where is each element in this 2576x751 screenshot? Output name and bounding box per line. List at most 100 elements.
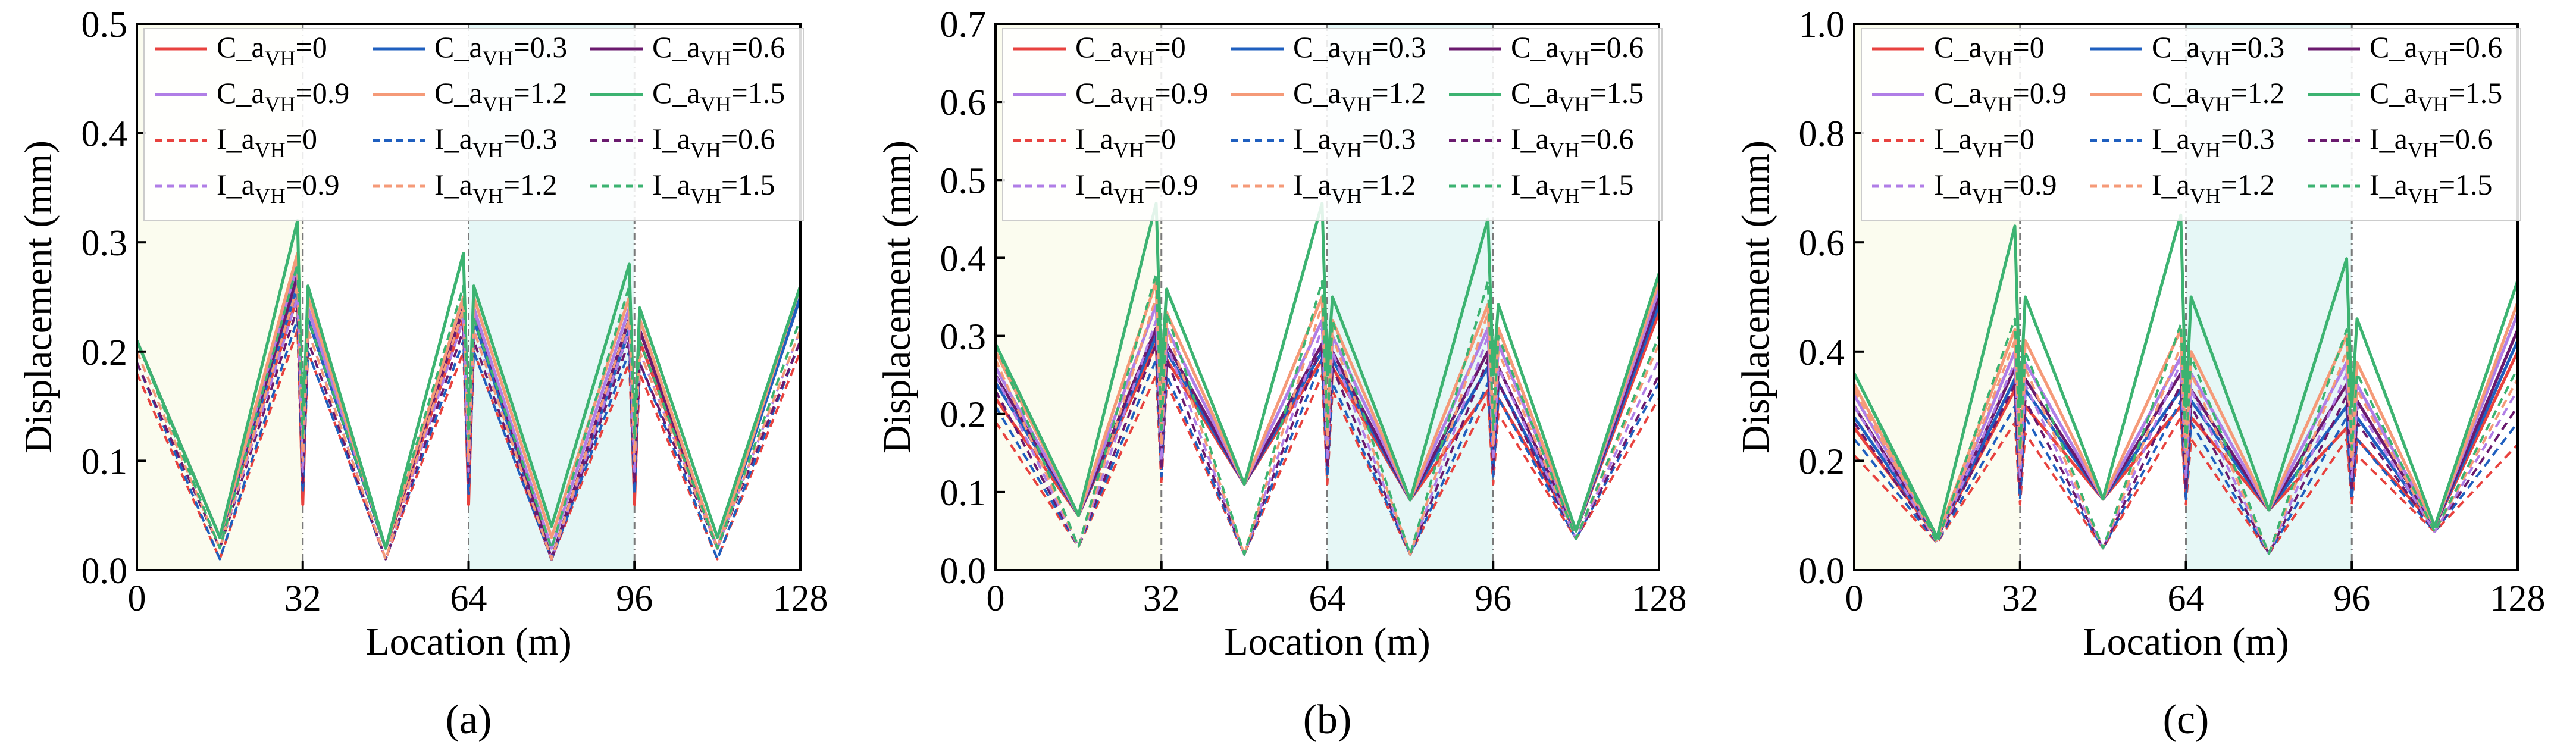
series-line-I_aVH=1.5 xyxy=(996,272,1659,556)
legend-entry-label: C_aVH=1.2 xyxy=(2152,76,2284,116)
legend-box xyxy=(143,28,804,221)
y-tick-label: 0.7 xyxy=(940,5,987,45)
legend-entry-label: I_aVH=0.6 xyxy=(1511,122,1634,162)
panel-label: (b) xyxy=(1303,697,1352,743)
y-tick-label: 0.2 xyxy=(82,333,128,373)
panel-label: (c) xyxy=(2163,697,2209,743)
chart-panel-b: 0.0 0.1 0.2 0.3 0.4 0.5 0.6 0.7 0 32 64 96 128 Locati… xyxy=(875,5,1687,743)
x-tick-label: 64 xyxy=(1309,578,1346,619)
y-tick-label: 0.3 xyxy=(940,317,987,358)
legend-entry-label: C_aVH=0 xyxy=(217,30,327,70)
legend-entry-label: I_aVH=0.9 xyxy=(1075,168,1198,208)
legend-entry-label: C_aVH=0.6 xyxy=(1511,30,1644,70)
series-line-C_aVH=1.5 xyxy=(1854,213,2518,539)
y-tick-label: 0.0 xyxy=(1799,551,1845,592)
y-tick-label: 0.3 xyxy=(82,223,128,264)
legend-entry-label: C_aVH=1.2 xyxy=(434,76,567,116)
series-line-I_aVH=0 xyxy=(137,328,800,561)
legend-entry-label: C_aVH=1.5 xyxy=(652,76,785,116)
y-tick-label: 0.4 xyxy=(1799,333,1845,373)
x-tick-label: 96 xyxy=(1475,578,1511,619)
legend-entry-label: I_aVH=0.9 xyxy=(1934,168,2057,208)
series-line-I_aVH=0.9 xyxy=(996,319,1659,556)
legend-entry-label: I_aVH=0 xyxy=(217,122,317,162)
legend-entry-label: C_aVH=0 xyxy=(1934,30,2045,70)
series-line-I_aVH=1.2 xyxy=(1854,339,2518,555)
y-tick-label: 0.0 xyxy=(940,551,987,592)
series-line-I_aVH=1.2 xyxy=(137,284,800,561)
legend-box xyxy=(1861,28,2521,221)
y-tick-label: 0.5 xyxy=(940,161,987,201)
legend-entry-label: C_aVH=0.9 xyxy=(1075,76,1208,116)
y-tick-label: 0.1 xyxy=(82,442,128,482)
legend-entry-label: C_aVH=0.3 xyxy=(434,30,567,70)
panel-label: (a) xyxy=(446,697,492,743)
series-line-I_aVH=1.5 xyxy=(1854,317,2518,555)
series-line-C_aVH=1.5 xyxy=(996,202,1659,533)
y-tick-label: 0.4 xyxy=(82,114,128,155)
x-tick-label: 64 xyxy=(2168,578,2205,619)
legend-entry-label: I_aVH=1.2 xyxy=(1293,168,1416,208)
legend: C_aVH=0 C_aVH=0.3 C_aVH=0.6 C_aVH=0.9 C_aVH=… xyxy=(143,28,804,221)
legend-entry-label: C_aVH=0.9 xyxy=(1934,76,2067,116)
x-axis-label: Location (m) xyxy=(365,620,571,664)
x-tick-label: 128 xyxy=(2490,578,2546,619)
legend-entry-label: I_aVH=0.3 xyxy=(434,122,558,162)
legend-entry-label: I_aVH=1.5 xyxy=(1511,168,1634,208)
x-tick-label: 32 xyxy=(284,578,321,619)
y-tick-label: 0.6 xyxy=(1799,223,1845,264)
legend-entry-label: I_aVH=1.5 xyxy=(652,168,775,208)
legend-entry-label: C_aVH=1.5 xyxy=(2370,76,2502,116)
legend: C_aVH=0 C_aVH=0.3 C_aVH=0.6 C_aVH=0.9 C_aVH=… xyxy=(1861,28,2521,221)
x-tick-label: 64 xyxy=(450,578,487,619)
x-tick-label: 32 xyxy=(2002,578,2039,619)
x-tick-label: 96 xyxy=(2333,578,2370,619)
chart-panel-c: 0.0 0.2 0.4 0.6 0.8 1.0 0 32 64 96 128 Location (m)… xyxy=(1734,5,2546,743)
x-tick-label: 128 xyxy=(773,578,828,619)
x-tick-label: 32 xyxy=(1143,578,1180,619)
y-tick-label: 0.6 xyxy=(940,83,987,123)
legend-entry-label: I_aVH=1.2 xyxy=(2152,168,2275,208)
legend-box xyxy=(1002,28,1663,221)
series-group xyxy=(137,219,800,561)
y-tick-label: 0.2 xyxy=(940,395,987,436)
x-axis-label: Location (m) xyxy=(2083,620,2289,664)
legend-entry-label: C_aVH=0.6 xyxy=(2370,30,2502,70)
legend-entry-label: I_aVH=0 xyxy=(1075,122,1176,162)
x-tick-label: 96 xyxy=(616,578,653,619)
legend-entry-label: I_aVH=0.6 xyxy=(2370,122,2493,162)
legend-entry-label: I_aVH=1.5 xyxy=(2370,168,2493,208)
y-tick-label: 0.1 xyxy=(940,473,987,514)
x-tick-label: 128 xyxy=(1632,578,1687,619)
y-tick-label: 0.5 xyxy=(82,5,128,45)
chart-panel-a: 0.0 0.1 0.2 0.3 0.4 0.5 0 32 64 96 128 Location (m)… xyxy=(17,5,828,743)
legend-entry-label: I_aVH=1.2 xyxy=(434,168,558,208)
y-tick-label: 0.0 xyxy=(82,551,128,592)
legend-entry-label: C_aVH=0 xyxy=(1075,30,1186,70)
legend-entry-label: C_aVH=1.5 xyxy=(1511,76,1644,116)
series-group xyxy=(1854,213,2518,555)
y-tick-label: 0.2 xyxy=(1799,442,1845,482)
series-line-I_aVH=0.9 xyxy=(1854,361,2518,555)
x-tick-label: 0 xyxy=(128,578,146,619)
legend-entry-label: C_aVH=0.6 xyxy=(652,30,785,70)
y-tick-label: 1.0 xyxy=(1799,5,1845,45)
x-tick-label: 0 xyxy=(1845,578,1864,619)
x-tick-label: 0 xyxy=(987,578,1005,619)
series-line-I_aVH=1.2 xyxy=(996,296,1659,556)
series-line-I_aVH=1.5 xyxy=(137,262,800,550)
legend-entry-label: C_aVH=0.3 xyxy=(1293,30,1426,70)
legend-entry-label: I_aVH=0 xyxy=(1934,122,2034,162)
legend-entry-label: C_aVH=0.9 xyxy=(217,76,349,116)
legend-entry-label: I_aVH=0.3 xyxy=(2152,122,2275,162)
y-tick-label: 0.8 xyxy=(1799,114,1845,155)
y-axis-label: Displacement (mm) xyxy=(875,140,919,453)
legend: C_aVH=0 C_aVH=0.3 C_aVH=0.6 C_aVH=0.9 C_aVH=… xyxy=(1002,28,1663,221)
y-tick-label: 0.4 xyxy=(940,239,987,279)
legend-entry-label: I_aVH=0.6 xyxy=(652,122,775,162)
y-axis-label: Displacement (mm) xyxy=(1734,140,1777,453)
y-axis-label: Displacement (mm) xyxy=(17,140,60,453)
legend-entry-label: I_aVH=0.9 xyxy=(217,168,340,208)
legend-entry-label: I_aVH=0.3 xyxy=(1293,122,1416,162)
